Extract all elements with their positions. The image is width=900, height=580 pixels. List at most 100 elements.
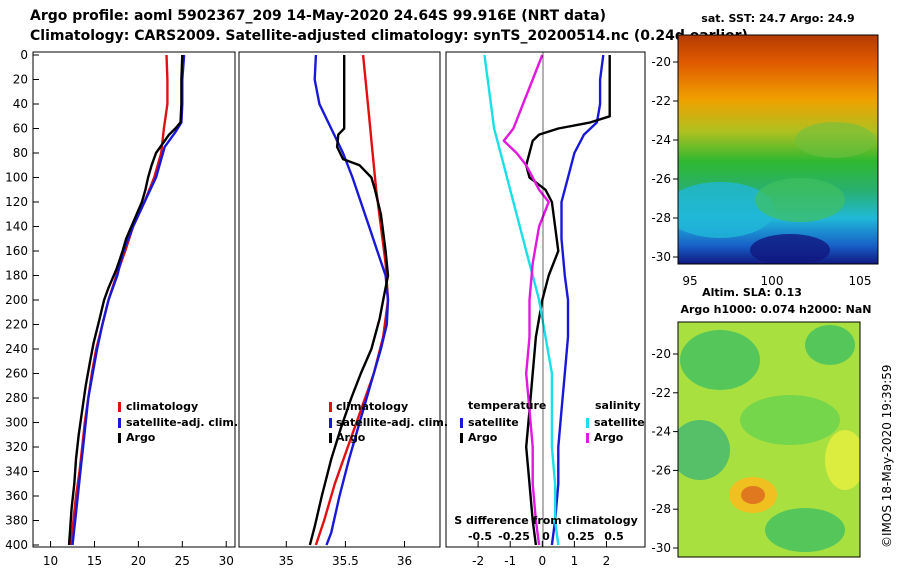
legend-swatch-sal-satellite <box>586 418 589 428</box>
x-tick-label: -1 <box>504 554 516 568</box>
depth-tick-label: 160 <box>5 244 28 258</box>
legend-swatch-satellite <box>329 418 332 428</box>
depth-tick-label: 20 <box>13 73 28 87</box>
legend-swatch-satellite <box>118 418 121 428</box>
sla-patch <box>680 330 760 390</box>
sla-title-1: Altim. SLA: 0.13 <box>702 286 802 299</box>
sla-lat-axis: -20 -22 -24 -26 -28 -30 <box>651 347 678 555</box>
temperature-legend: climatology satellite-adj. clim. Argo <box>118 400 238 444</box>
legend-swatch-argo <box>118 433 121 443</box>
legend-swatch-temp-argo <box>460 433 463 443</box>
depth-tick-label: 400 <box>5 538 28 552</box>
depth-tick-label: 80 <box>13 146 28 160</box>
sla-peak-patch <box>741 486 765 504</box>
difference-panel-frame <box>445 51 646 548</box>
sst-green-patch <box>755 178 845 222</box>
x-tick-label: -2 <box>472 554 484 568</box>
difference-axis: -2 -1 0 1 2 <box>472 541 610 568</box>
series-argo <box>67 54 184 546</box>
legend-label-argo: Argo <box>336 431 366 444</box>
credit-text: ©IMOS 18-May-2020 19:39:59 <box>880 364 894 548</box>
series-satellite-adj-clim- <box>71 54 186 546</box>
legend-swatch-temp-satellite <box>460 418 463 428</box>
sst-lon-tick: 105 <box>849 274 872 288</box>
x-tick-label: 35 <box>279 554 294 568</box>
lat-tick-label: -30 <box>651 541 671 555</box>
x-tick-label: 25 <box>175 554 190 568</box>
depth-tick-label: 300 <box>5 416 28 430</box>
s-tick: 0.25 <box>567 530 594 543</box>
depth-tick-label: 280 <box>5 391 28 405</box>
x-tick-label: 36 <box>397 554 412 568</box>
temperature-series <box>67 54 186 546</box>
sst-map: sat. SST: 24.7 Argo: 24.9 -20-22-24-26-2… <box>651 12 879 288</box>
depth-tick-label: 0 <box>20 48 28 62</box>
depth-tick-label: 380 <box>5 514 28 528</box>
difference-legend: temperature satellite Argo salinity sate… <box>454 399 644 543</box>
lat-tick-label: -28 <box>651 502 671 516</box>
title-line-1: Argo profile: aoml 5902367_209 14-May-20… <box>30 8 606 24</box>
lat-tick-label: -20 <box>651 347 671 361</box>
sst-mid-patch <box>795 122 875 158</box>
legend-label-argo: Argo <box>126 431 156 444</box>
sla-map: Altim. SLA: 0.13 Argo h1000: 0.074 h2000… <box>651 286 872 558</box>
legend-label-temp-satellite: satellite <box>468 416 519 429</box>
sst-lon-tick: 100 <box>761 274 784 288</box>
legend-swatch-argo <box>329 433 332 443</box>
lat-tick-label: -20 <box>651 55 671 69</box>
legend-swatch-climatology <box>118 402 121 412</box>
legend-label-satellite: satellite-adj. clim. <box>336 416 448 429</box>
series-climatology <box>314 54 390 546</box>
title-line-2: Climatology: CARS2009. Satellite-adjuste… <box>30 28 748 44</box>
sst-map-frame <box>677 34 879 265</box>
temperature-axis: 10 15 20 25 30 <box>43 541 234 568</box>
legend-label-climatology: climatology <box>126 400 198 413</box>
x-tick-label: 1 <box>571 554 579 568</box>
sla-patch <box>740 395 840 445</box>
depth-tick-label: 100 <box>5 171 28 185</box>
sst-cold-patch <box>750 234 830 264</box>
series-satellite-adj-clim- <box>313 54 390 546</box>
legend-title-temperature: temperature <box>468 399 546 412</box>
series-salinity-satellite <box>483 54 560 546</box>
x-tick-label: 35.5 <box>332 554 359 568</box>
s-tick: -0.25 <box>498 530 530 543</box>
legend-swatch-climatology <box>329 402 332 412</box>
salinity-legend: climatology satellite-adj. clim. Argo <box>329 400 448 444</box>
x-tick-label: 15 <box>87 554 102 568</box>
sst-lat-axis: -20 -22 -24 -26 -28 -30 <box>651 55 678 264</box>
sla-map-frame <box>677 321 861 558</box>
lat-tick-label: -30 <box>651 250 671 264</box>
lat-tick-label: -26 <box>651 463 671 477</box>
lat-tick-label: -24 <box>651 425 671 439</box>
depth-tick-label: 40 <box>13 97 28 111</box>
series-temperature-argo <box>525 55 611 546</box>
depth-tick-label: 140 <box>5 220 28 234</box>
depth-tick-label: 200 <box>5 293 28 307</box>
salinity-series <box>308 54 390 546</box>
lat-tick-label: -28 <box>651 211 671 225</box>
depth-tick-label: 240 <box>5 342 28 356</box>
sst-map-title: sat. SST: 24.7 Argo: 24.9 <box>701 12 854 25</box>
salinity-axis: 35 35.5 36 <box>279 541 412 568</box>
s-tick: 0.5 <box>604 530 624 543</box>
lat-tick-label: -22 <box>651 94 671 108</box>
series-climatology <box>69 54 169 546</box>
legend-label-sal-satellite: satellite <box>594 416 645 429</box>
series-argo <box>308 55 390 546</box>
sla-title-2: Argo h1000: 0.074 h2000: NaN <box>680 303 871 316</box>
legend-swatch-sal-argo <box>586 433 589 443</box>
lat-tick-label: -22 <box>651 386 671 400</box>
depth-tick-label: 260 <box>5 367 28 381</box>
sst-lon-tick: 95 <box>682 274 697 288</box>
x-tick-label: 2 <box>603 554 611 568</box>
legend-title-salinity: salinity <box>595 399 641 412</box>
sla-patch <box>765 508 845 552</box>
depth-tick-label: 320 <box>5 440 28 454</box>
sst-cool-patch <box>678 182 775 238</box>
s-tick: 0 <box>542 530 550 543</box>
depth-tick-label: 60 <box>13 122 28 136</box>
x-tick-label: 10 <box>43 554 58 568</box>
depth-tick-label: 360 <box>5 489 28 503</box>
